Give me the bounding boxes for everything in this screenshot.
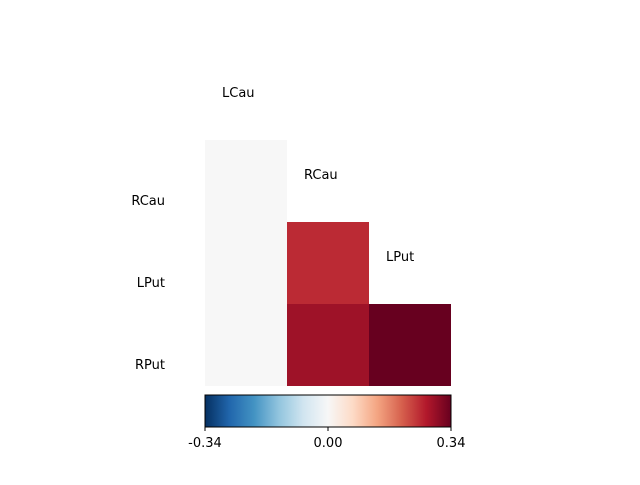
- heatmap-cell-rput-lput: [369, 304, 451, 386]
- column-labels: LCau RCau LPut: [222, 86, 414, 265]
- colorbar: -0.34 0.00 0.34: [188, 394, 466, 451]
- colorbar-gradient: [204, 394, 452, 428]
- heatmap-cell-rcau-lcau: [205, 140, 287, 222]
- heatmap-cells: [205, 140, 451, 386]
- row-label-rcau: RCau: [131, 194, 165, 209]
- colorbar-tick-label: -0.34: [188, 436, 222, 451]
- column-label-rcau: RCau: [304, 168, 338, 183]
- heatmap-cell-rput-lcau: [205, 304, 287, 386]
- row-labels: RCau LPut RPut: [131, 194, 165, 373]
- column-label-lput: LPut: [386, 250, 414, 265]
- heatmap-cell-lput-rcau: [287, 222, 369, 304]
- heatmap-cell-lput-lcau: [205, 222, 287, 304]
- column-label-lcau: LCau: [222, 86, 255, 101]
- heatmap-cell-rput-rcau: [287, 304, 369, 386]
- row-label-rput: RPut: [135, 358, 165, 373]
- row-label-lput: LPut: [137, 276, 165, 291]
- colorbar-tick-label: 0.00: [314, 436, 343, 451]
- colorbar-tick-label: 0.34: [437, 436, 466, 451]
